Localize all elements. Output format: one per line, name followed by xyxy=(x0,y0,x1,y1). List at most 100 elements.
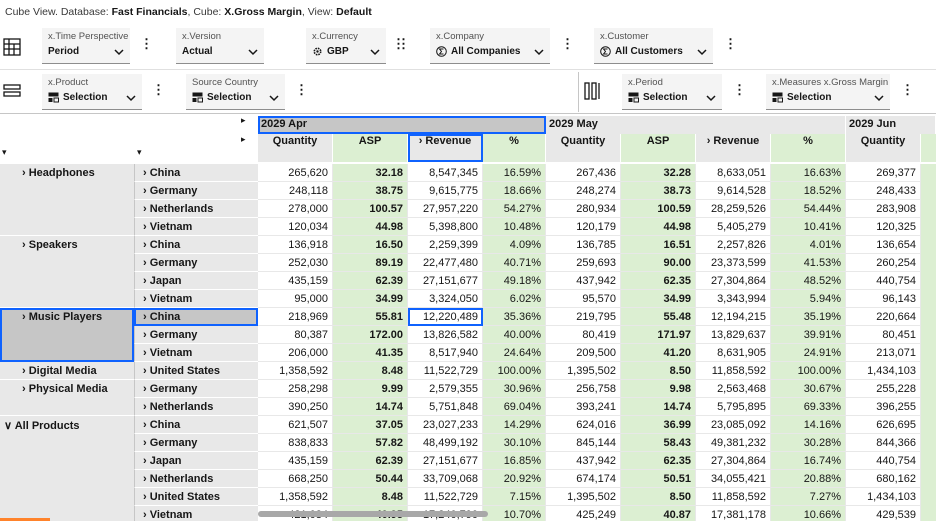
data-cell[interactable]: 1,358,592 xyxy=(258,362,333,380)
chevron-down-icon[interactable] xyxy=(874,93,884,103)
row-header-product[interactable]: › Speakers xyxy=(0,236,134,308)
expand-icon[interactable]: › xyxy=(143,311,150,323)
row-header-country[interactable]: › China xyxy=(134,164,258,182)
data-cell[interactable]: 4.01% xyxy=(771,236,846,254)
data-cell[interactable]: 1,395,502 xyxy=(546,362,621,380)
data-cell[interactable]: 172.00 xyxy=(333,326,408,344)
data-cell[interactable]: 8.50 xyxy=(621,362,696,380)
data-cell[interactable]: 278,000 xyxy=(258,200,333,218)
data-cell[interactable]: 95,570 xyxy=(546,290,621,308)
data-cell[interactable]: 11,858,592 xyxy=(696,362,771,380)
data-cell[interactable]: 44.98 xyxy=(333,218,408,236)
row-header-product[interactable]: › Digital Media xyxy=(0,362,134,380)
period-header[interactable]: 2029 May xyxy=(546,116,846,134)
data-cell[interactable]: 62.39 xyxy=(333,272,408,290)
data-cell[interactable]: 58.43 xyxy=(621,434,696,452)
expand-icon[interactable]: › xyxy=(143,221,150,233)
horizontal-scrollbar[interactable] xyxy=(258,511,488,517)
more-options-icon[interactable]: ⋮ xyxy=(295,83,308,98)
more-options-icon[interactable]: ⋮ xyxy=(733,83,746,98)
row-header-country[interactable]: › Germany xyxy=(134,254,258,272)
row-header-country[interactable]: › Netherlands xyxy=(134,398,258,416)
chevron-down-icon[interactable] xyxy=(248,47,258,57)
data-cell[interactable]: 33,709,068 xyxy=(408,470,483,488)
expand-icon[interactable]: › xyxy=(143,275,150,287)
data-cell[interactable]: 69.04% xyxy=(483,398,546,416)
more-options-icon[interactable]: ⋮ xyxy=(152,83,165,98)
data-cell[interactable]: 32.28 xyxy=(621,164,696,182)
data-cell[interactable]: 54.44% xyxy=(771,200,846,218)
expand-icon[interactable]: › xyxy=(143,293,150,305)
data-cell[interactable]: 48.52% xyxy=(771,272,846,290)
row-header-country[interactable]: › Germany xyxy=(134,326,258,344)
data-cell[interactable]: 396,255 xyxy=(846,398,921,416)
row-header-country[interactable]: › China xyxy=(134,416,258,434)
data-cell[interactable]: 80,387 xyxy=(258,326,333,344)
more-options-icon[interactable]: ⋮ xyxy=(724,37,737,52)
axis-filter-0[interactable]: x.Product Selection xyxy=(42,74,142,110)
data-cell[interactable]: 8,631,905 xyxy=(696,344,771,362)
data-cell[interactable]: 248,118 xyxy=(258,182,333,200)
data-cell[interactable]: 2,579,355 xyxy=(408,380,483,398)
data-cell[interactable]: 280,934 xyxy=(546,200,621,218)
data-cell[interactable]: 5,751,848 xyxy=(408,398,483,416)
data-cell[interactable]: 259,693 xyxy=(546,254,621,272)
data-cell[interactable]: 62.35 xyxy=(621,452,696,470)
data-cell[interactable]: 5.94% xyxy=(771,290,846,308)
data-cell[interactable]: 10.41% xyxy=(771,218,846,236)
data-cell[interactable]: 5,398,800 xyxy=(408,218,483,236)
data-cell[interactable]: 12,220,489 xyxy=(408,308,483,326)
data-cell[interactable]: 120,179 xyxy=(546,218,621,236)
data-cell[interactable]: 100.59 xyxy=(621,200,696,218)
row-dim1-sort-icon[interactable]: ▾ xyxy=(2,147,7,155)
data-cell[interactable]: 265,620 xyxy=(258,164,333,182)
data-cell[interactable]: 89.19 xyxy=(333,254,408,272)
measure-header[interactable]: % xyxy=(483,134,546,162)
data-cell[interactable]: 252,030 xyxy=(258,254,333,272)
data-cell[interactable]: 80,419 xyxy=(546,326,621,344)
data-cell[interactable]: 16.74% xyxy=(771,452,846,470)
measure-header[interactable]: ASP xyxy=(621,134,696,162)
expand-icon[interactable]: › xyxy=(143,509,150,521)
data-cell[interactable]: 9,614,528 xyxy=(696,182,771,200)
data-cell[interactable]: 49,381,232 xyxy=(696,434,771,452)
data-cell[interactable]: 27,957,220 xyxy=(408,200,483,218)
expand-icon[interactable]: › xyxy=(143,257,150,269)
data-cell[interactable]: 435,159 xyxy=(258,452,333,470)
data-cell[interactable]: 209,500 xyxy=(546,344,621,362)
row-header-country[interactable]: › Netherlands xyxy=(134,200,258,218)
chevron-down-icon[interactable] xyxy=(114,47,124,57)
row-header-product[interactable]: › Physical Media xyxy=(0,380,134,416)
axis-filter-3[interactable]: x.Measures x.Gross Margin Selection xyxy=(766,74,890,110)
row-header-country[interactable]: › United States xyxy=(134,488,258,506)
data-cell[interactable]: 260,254 xyxy=(846,254,921,272)
data-cell[interactable]: 37.05 xyxy=(333,416,408,434)
data-cell[interactable]: 69.33% xyxy=(771,398,846,416)
data-cell[interactable]: 7.15% xyxy=(483,488,546,506)
data-cell[interactable]: 14.29% xyxy=(483,416,546,434)
data-cell[interactable]: 437,942 xyxy=(546,452,621,470)
expand-icon[interactable]: › xyxy=(143,437,150,449)
more-options-icon[interactable]: ⋮ xyxy=(140,37,153,52)
row-header-country[interactable]: › United States xyxy=(134,362,258,380)
expand-icon[interactable]: › xyxy=(143,167,150,179)
data-cell[interactable]: 136,654 xyxy=(846,236,921,254)
data-cell[interactable]: 24.91% xyxy=(771,344,846,362)
data-cell[interactable]: 27,151,677 xyxy=(408,272,483,290)
data-cell[interactable]: 34.99 xyxy=(621,290,696,308)
data-cell[interactable]: 248,433 xyxy=(846,182,921,200)
measure-header[interactable]: % xyxy=(771,134,846,162)
data-cell[interactable]: 14.16% xyxy=(771,416,846,434)
data-cell[interactable]: 14.74 xyxy=(621,398,696,416)
data-cell[interactable]: 10.66% xyxy=(771,506,846,521)
row-header-country[interactable]: › Germany xyxy=(134,380,258,398)
data-cell[interactable]: 8.48 xyxy=(333,362,408,380)
data-cell[interactable]: 11,858,592 xyxy=(696,488,771,506)
data-cell[interactable]: 2,259,399 xyxy=(408,236,483,254)
more-options-icon[interactable]: ⋮ xyxy=(561,37,574,52)
data-cell[interactable]: 838,833 xyxy=(258,434,333,452)
data-cell[interactable]: 49.18% xyxy=(483,272,546,290)
data-cell[interactable]: 844,366 xyxy=(846,434,921,452)
data-cell[interactable]: 55.48 xyxy=(621,308,696,326)
data-cell[interactable]: 845,144 xyxy=(546,434,621,452)
